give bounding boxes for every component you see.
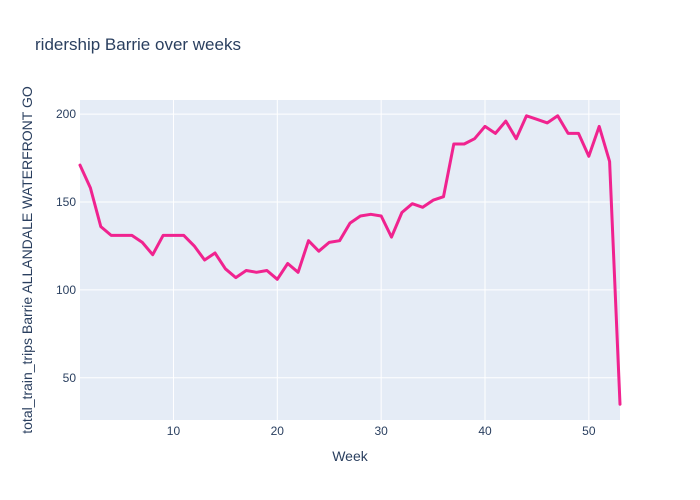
x-tick-label: 30 xyxy=(374,424,388,438)
y-tick-label: 200 xyxy=(56,107,76,121)
y-tick-label: 50 xyxy=(63,371,77,385)
x-axis-ticks: 10 20 30 40 50 xyxy=(167,424,596,438)
y-tick-label: 100 xyxy=(56,283,76,297)
y-axis-ticks: 50 100 150 200 xyxy=(56,107,76,385)
gridlines xyxy=(80,100,620,420)
series-group xyxy=(78,114,622,406)
x-tick-label: 10 xyxy=(167,424,181,438)
x-tick-label: 40 xyxy=(478,424,492,438)
chart-title: ridership Barrie over weeks xyxy=(35,35,241,54)
x-tick-label: 20 xyxy=(271,424,285,438)
y-tick-label: 150 xyxy=(56,195,76,209)
series-line xyxy=(78,114,622,406)
x-tick-label: 50 xyxy=(582,424,596,438)
x-axis-title: Week xyxy=(332,448,369,464)
y-axis-title: total_train_trips Barrie ALLANDALE WATER… xyxy=(19,86,35,434)
plot-area xyxy=(80,100,620,420)
